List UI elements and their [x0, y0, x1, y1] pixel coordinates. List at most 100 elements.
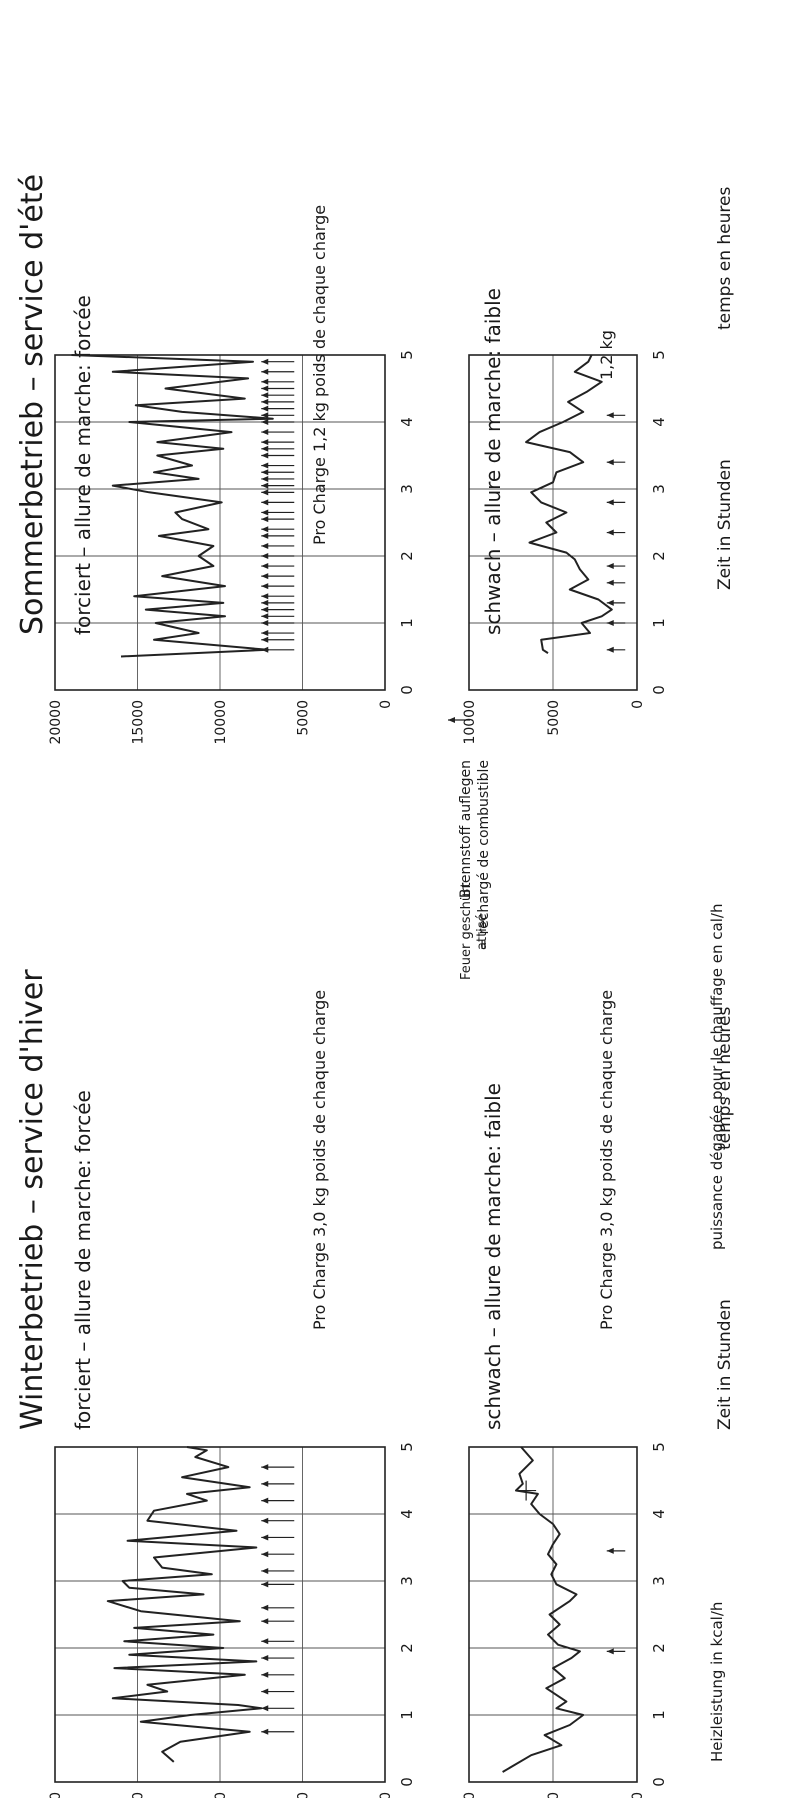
recharge-arrowhead	[606, 599, 614, 606]
recharge-arrowhead	[261, 489, 269, 496]
recharge-arrowhead	[261, 358, 269, 365]
time-tick-label: 3	[650, 484, 668, 494]
chart-summer-forciert: 0 1 2 3 4 5 0 5000 10000 15000 20000 forciert – all…	[48, 205, 416, 745]
recharge-arrowhead	[261, 1688, 269, 1695]
recharge-arrowhead	[261, 1480, 269, 1487]
recharge-arrowhead	[261, 563, 269, 570]
time-tick-label: 0	[650, 685, 668, 695]
time-tick-label: 4	[398, 1509, 416, 1519]
time-tick-label: 0	[398, 1777, 416, 1787]
value-tick-label: 0	[630, 1792, 646, 1798]
charge-label: Pro Charge 3,0 kg poids de chaque charge	[310, 990, 329, 1330]
time-tick-label: 3	[650, 1576, 668, 1586]
recharge-arrowhead	[606, 412, 614, 419]
recharge-arrowhead	[606, 459, 614, 466]
time-tick-label: 0	[398, 685, 416, 695]
value-tick-label: 15000	[131, 700, 147, 745]
time-tick-label: 5	[650, 1442, 668, 1452]
recharge-arrowhead	[261, 1705, 269, 1712]
recharge-arrowhead	[261, 462, 269, 469]
recharge-arrowhead	[261, 1534, 269, 1541]
figure-static-text: Winterbetrieb – service d'hiver Sommerbe…	[15, 174, 735, 1762]
time-tick-label: 2	[650, 1643, 668, 1653]
time-tick-label: 2	[398, 1643, 416, 1653]
legend-line-2: = rechargé de combustible	[476, 760, 492, 951]
recharge-arrowhead	[261, 405, 269, 412]
time-tick-label: 2	[398, 551, 416, 561]
value-tick-label: 10000	[462, 700, 478, 745]
series-line	[71, 354, 274, 658]
recharge-arrowhead	[261, 445, 269, 452]
panel-label: schwach – allure de marche: faible	[481, 1083, 505, 1430]
plot-frame	[468, 354, 638, 691]
recharge-arrowhead	[261, 1671, 269, 1678]
recharge-arrowhead	[261, 583, 269, 590]
recharge-arrowhead	[606, 646, 614, 653]
recharge-arrowhead	[606, 563, 614, 570]
recharge-arrowhead	[261, 636, 269, 643]
value-tick-label: 0	[378, 700, 394, 709]
recharge-arrowhead	[606, 1648, 614, 1655]
recharge-arrowhead	[261, 452, 269, 459]
recharge-arrowhead	[261, 429, 269, 436]
recharge-arrowhead	[261, 613, 269, 620]
plot-frame	[468, 1446, 638, 1783]
recharge-arrowhead	[261, 419, 269, 425]
recharge-arrowhead	[261, 599, 269, 606]
recharge-arrowhead	[261, 385, 269, 392]
recharge-arrowhead	[261, 475, 269, 482]
recharge-arrowhead	[261, 439, 269, 446]
recharge-arrowhead	[261, 1517, 269, 1524]
chart-winter-forciert: 0 1 2 3 4 5 0 5000 10000 15000 20000 forciert – all…	[48, 990, 416, 1798]
recharge-arrowhead	[261, 1655, 269, 1662]
recharge-arrowhead	[261, 378, 269, 385]
panel-label: forciert – allure de marche: forcée	[71, 295, 95, 635]
recharge-arrowhead	[261, 1618, 269, 1625]
fire-note-2: attisé	[475, 913, 490, 950]
panel-label: forciert – allure de marche: forcée	[71, 1090, 95, 1430]
recharge-arrowhead	[261, 1551, 269, 1558]
legend-arrowhead-icon	[448, 717, 455, 723]
time-tick-label: 1	[398, 1710, 416, 1720]
recharge-arrowhead	[606, 529, 614, 536]
recharge-arrowhead	[261, 398, 269, 405]
recharge-arrowhead	[261, 542, 269, 549]
recharge-arrowhead	[261, 1581, 269, 1588]
time-tick-label: 3	[398, 484, 416, 494]
value-tick-label: 10000	[213, 700, 229, 745]
chart-winter-schwach: 0 1 2 3 4 5 0 5000 10000 schwach – allure de marc…	[459, 882, 668, 1798]
recharge-arrowhead	[261, 620, 269, 626]
recharge-arrowhead	[606, 499, 614, 506]
recharge-arrowhead	[261, 1567, 269, 1574]
recharge-arrowhead	[261, 1604, 269, 1611]
time-tick-label: 1	[650, 1710, 668, 1720]
charge-label: 1,2 kg	[597, 330, 616, 380]
recharge-arrowhead	[606, 620, 614, 626]
value-tick-label: 5000	[296, 1792, 312, 1798]
value-tick-label: 5000	[296, 700, 312, 736]
x-label-fr-winter: temps en heures	[715, 1007, 735, 1150]
recharge-arrowhead	[261, 606, 269, 613]
recharge-arrowhead	[261, 1464, 269, 1471]
chart-summer-schwach: 0 1 2 3 4 5 0 5000 10000 schwach – allure de marc…	[462, 288, 668, 745]
value-tick-label: 10000	[462, 1792, 478, 1798]
value-tick-label: 20000	[48, 1792, 64, 1798]
fire-note-1: Feuer geschürt	[459, 882, 474, 980]
charge-label: Pro Charge 3,0 kg poids de chaque charge	[597, 990, 616, 1330]
panel-label: schwach – allure de marche: faible	[481, 288, 505, 635]
time-tick-label: 5	[398, 350, 416, 360]
time-tick-label: 4	[650, 417, 668, 427]
summer-title: Sommerbetrieb – service d'été	[15, 174, 50, 635]
recharge-arrowhead	[261, 469, 269, 476]
time-tick-label: 3	[398, 1576, 416, 1586]
time-tick-label: 1	[650, 618, 668, 628]
x-label-de-winter: Zeit in Stunden	[715, 1299, 735, 1430]
value-tick-label: 0	[378, 1792, 394, 1798]
recharge-arrowhead	[261, 516, 269, 523]
series-line	[525, 354, 613, 654]
plot-frame	[54, 1446, 386, 1783]
charge-label: Pro Charge 1,2 kg poids de chaque charge	[310, 205, 329, 545]
value-tick-label: 5000	[546, 1792, 562, 1798]
recharge-arrowhead	[261, 509, 269, 516]
x-label-de-summer: Zeit in Stunden	[715, 459, 735, 590]
